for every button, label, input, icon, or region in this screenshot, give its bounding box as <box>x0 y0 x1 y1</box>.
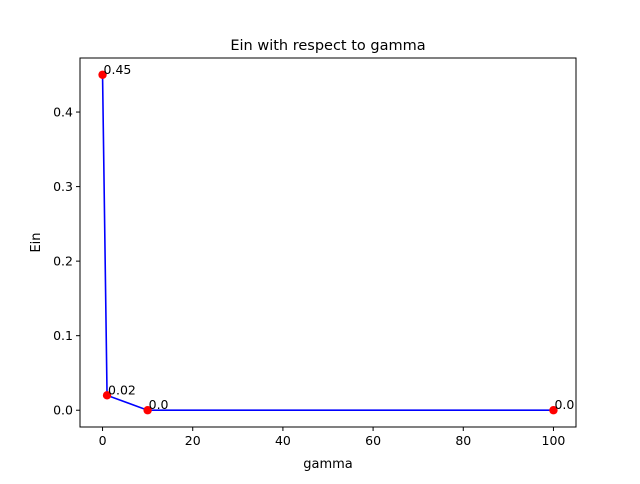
y-tick-label: 0.0 <box>53 403 73 418</box>
y-tick-label: 0.3 <box>53 179 73 194</box>
data-label: 0.45 <box>104 62 132 77</box>
y-tick-label: 0.4 <box>53 105 73 120</box>
data-label: 0.0 <box>554 397 574 412</box>
y-tick-label: 0.2 <box>53 254 73 269</box>
x-tick-label: 0 <box>99 433 107 448</box>
data-point <box>143 406 152 415</box>
plot-area: 0 20 40 60 80 100 0.0 0.1 0.2 0.3 0.4 0.45 0.02 0.0 0.… <box>53 62 574 448</box>
data-point <box>549 406 558 415</box>
x-tick-label: 40 <box>275 433 291 448</box>
axes-frame <box>79 57 577 428</box>
x-tick-label: 100 <box>542 433 566 448</box>
series-line <box>101 74 554 412</box>
x-tick-label: 80 <box>455 433 471 448</box>
data-point <box>102 391 112 400</box>
data-label: 0.0 <box>149 397 169 412</box>
y-axis-label: Ein <box>29 232 44 252</box>
x-tick-label: 20 <box>185 433 201 448</box>
data-label: 0.02 <box>108 382 136 397</box>
y-tick-label: 0.1 <box>53 328 73 343</box>
chart-title: Ein with respect to gamma <box>230 38 425 54</box>
data-point <box>98 70 107 79</box>
x-axis-label: gamma <box>303 457 353 472</box>
x-tick-label: 60 <box>365 433 381 448</box>
